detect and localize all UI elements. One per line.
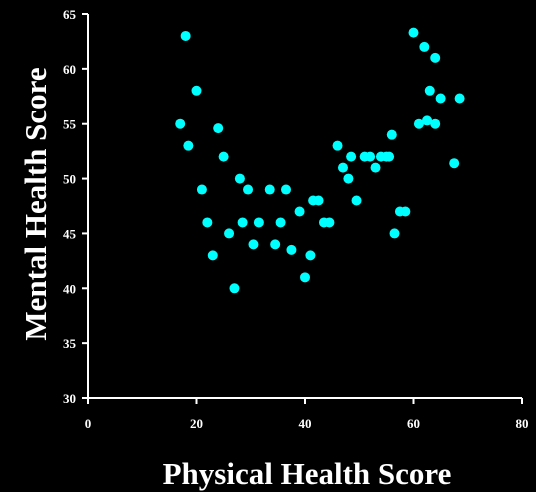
data-point (365, 151, 376, 162)
data-point (243, 184, 254, 195)
data-point (384, 151, 395, 162)
data-point (213, 123, 224, 134)
data-point (183, 140, 194, 151)
axes (87, 14, 522, 399)
data-point (430, 118, 441, 129)
data-point (424, 85, 435, 96)
data-point (264, 184, 275, 195)
data-point (430, 52, 441, 63)
data-point (332, 140, 343, 151)
data-point (305, 250, 316, 261)
x-axis-title: Physical Health Score (163, 456, 452, 491)
data-point (180, 30, 191, 41)
data-point (400, 206, 411, 217)
data-point (351, 195, 362, 206)
y-tick-label: 65 (63, 7, 77, 22)
data-point (270, 239, 281, 250)
x-tick-label: 60 (407, 416, 420, 431)
y-tick-label: 45 (63, 226, 77, 241)
data-point (422, 115, 433, 126)
x-tick-label: 20 (190, 416, 203, 431)
data-point (196, 184, 207, 195)
x-tick-label: 40 (299, 416, 312, 431)
x-tick-label: 80 (516, 416, 529, 431)
data-point (234, 173, 245, 184)
y-axis-title: Mental Health Score (18, 67, 53, 340)
data-point (389, 228, 400, 239)
data-point (191, 85, 202, 96)
data-point (218, 151, 229, 162)
data-point (294, 206, 305, 217)
data-point (346, 151, 357, 162)
data-point (281, 184, 292, 195)
data-point (248, 239, 259, 250)
data-point (229, 283, 240, 294)
y-tick-label: 50 (63, 172, 76, 187)
data-point (413, 118, 424, 129)
y-tick-label: 35 (63, 336, 77, 351)
data-point (202, 217, 213, 228)
data-point (449, 158, 460, 169)
data-point (435, 93, 446, 104)
y-tick-label: 30 (63, 391, 76, 406)
data-points (175, 27, 465, 294)
data-point (337, 162, 348, 173)
data-point (370, 162, 381, 173)
data-point (275, 217, 286, 228)
data-point (253, 217, 264, 228)
data-point (237, 217, 248, 228)
data-point (324, 217, 335, 228)
data-point (207, 250, 218, 261)
y-tick-label: 40 (63, 281, 76, 296)
y-tick-label: 55 (63, 117, 77, 132)
data-point (313, 195, 324, 206)
data-point (343, 173, 354, 184)
x-tick-label: 0 (85, 416, 92, 431)
x-axis-ticks: 0 20 40 60 80 (85, 398, 529, 431)
data-point (386, 129, 397, 140)
data-point (300, 272, 310, 283)
data-point (419, 41, 430, 52)
data-point (224, 228, 235, 239)
data-point (454, 93, 465, 104)
y-axis-ticks: 30 35 40 45 50 55 60 65 (63, 7, 88, 406)
data-point (408, 27, 419, 38)
y-tick-label: 60 (63, 62, 76, 77)
data-point (286, 244, 297, 255)
data-point (175, 118, 186, 129)
